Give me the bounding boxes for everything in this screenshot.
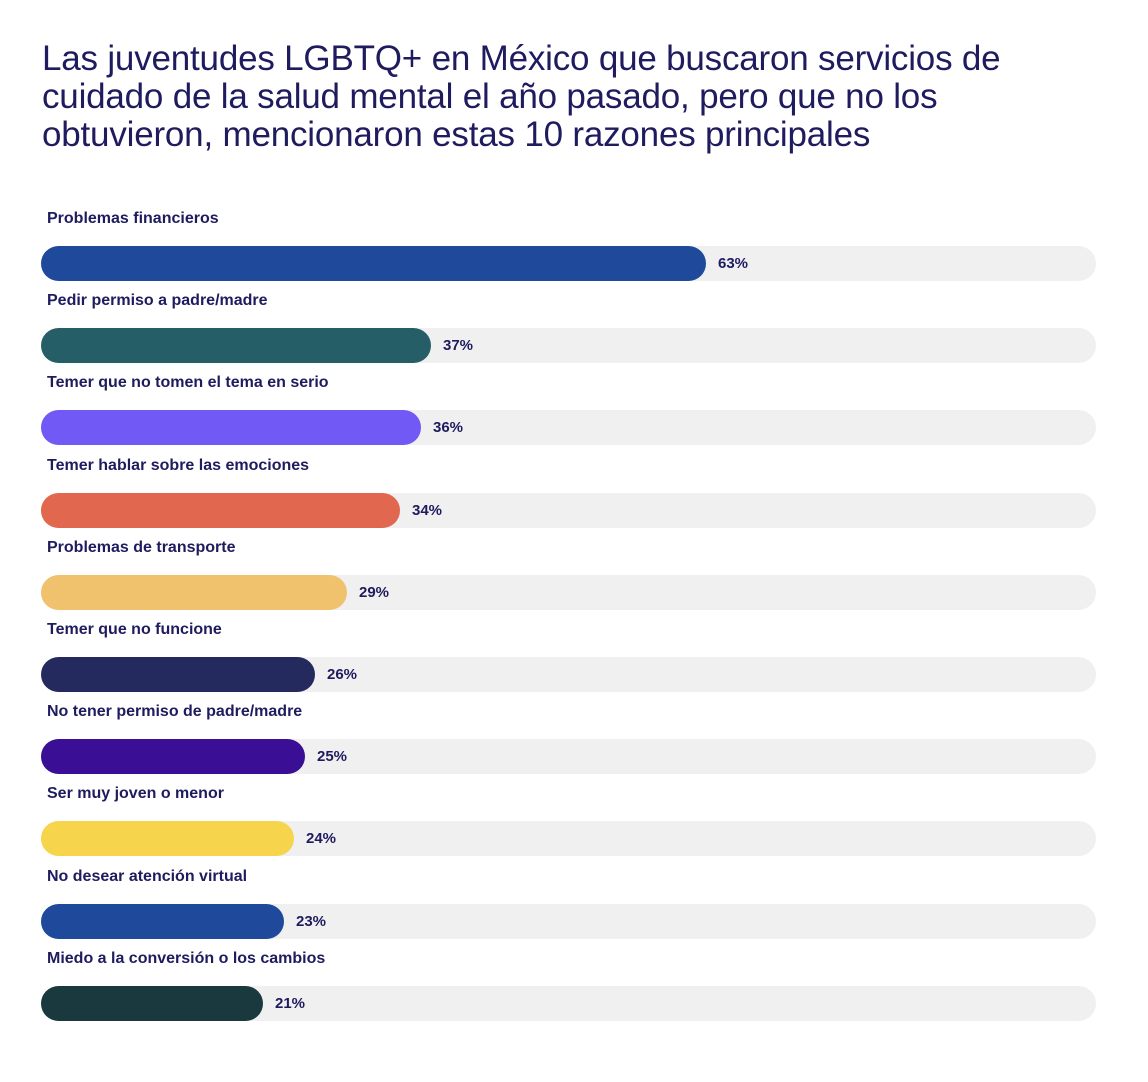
bar xyxy=(41,575,347,610)
category-label: No tener permiso de padre/madre xyxy=(47,703,303,720)
bar-track: 37% xyxy=(41,328,1096,363)
bar-track: 21% xyxy=(41,986,1096,1021)
value-label: 24% xyxy=(306,830,337,847)
category-label: Problemas de transporte xyxy=(47,539,236,556)
bar xyxy=(41,739,305,774)
category-label: No desear atención virtual xyxy=(47,868,248,885)
category-label: Temer que no tomen el tema en serio xyxy=(47,374,329,391)
bar xyxy=(41,657,315,692)
bar xyxy=(41,904,284,939)
bar xyxy=(41,821,294,856)
bar xyxy=(41,986,263,1021)
value-label: 25% xyxy=(317,748,348,765)
category-label: Miedo a la conversión o los cambios xyxy=(47,950,326,967)
bar-track: 24% xyxy=(41,821,1096,856)
bar xyxy=(41,410,421,445)
value-label: 21% xyxy=(275,995,306,1012)
category-label: Ser muy joven o menor xyxy=(47,785,224,802)
bar-track: 25% xyxy=(41,739,1096,774)
bar-track: 26% xyxy=(41,657,1096,692)
category-label: Temer hablar sobre las emociones xyxy=(47,457,310,474)
bar-track: 63% xyxy=(41,246,1096,281)
value-label: 26% xyxy=(327,666,358,683)
bar-track: 23% xyxy=(41,904,1096,939)
bar xyxy=(41,328,431,363)
value-label: 34% xyxy=(412,502,443,519)
bar xyxy=(41,493,400,528)
value-label: 63% xyxy=(718,255,749,272)
chart-title: Las juventudes LGBTQ+ en México que busc… xyxy=(42,39,1001,154)
category-label: Pedir permiso a padre/madre xyxy=(47,292,268,309)
bar xyxy=(41,246,706,281)
bar-track: 29% xyxy=(41,575,1096,610)
bar-track: 34% xyxy=(41,493,1096,528)
bar-track: 36% xyxy=(41,410,1096,445)
category-label: Temer que no funcione xyxy=(47,621,222,638)
value-label: 37% xyxy=(443,337,474,354)
value-label: 23% xyxy=(296,913,327,930)
value-label: 29% xyxy=(359,584,390,601)
category-label: Problemas financieros xyxy=(47,210,219,227)
value-label: 36% xyxy=(433,419,464,436)
